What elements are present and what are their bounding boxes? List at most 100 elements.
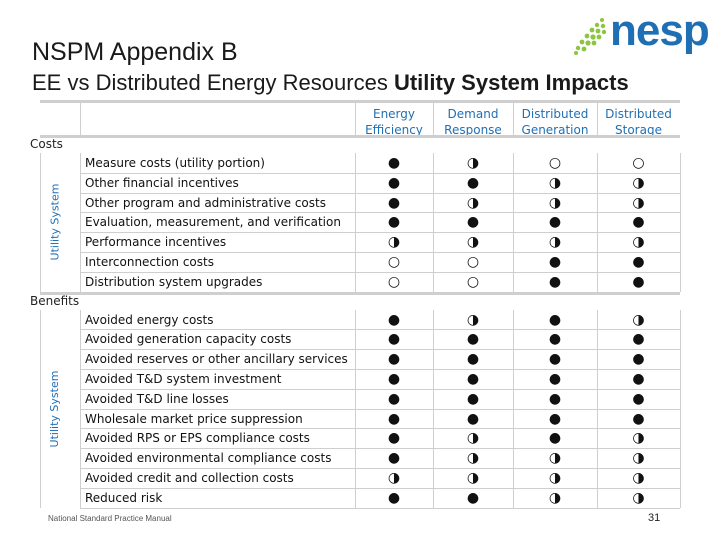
rating-symbol: ● <box>387 489 401 506</box>
rating-symbol: ◑ <box>548 450 562 467</box>
header-line <box>40 100 680 103</box>
rating-symbol: ◑ <box>548 234 562 251</box>
rating-symbol: ● <box>548 371 562 387</box>
rating-symbol: ○ <box>466 254 480 270</box>
rating-symbol: ● <box>466 331 480 348</box>
row-label: Avoided T&D system investment <box>85 372 282 386</box>
row-label: Avoided environmental compliance costs <box>85 451 332 466</box>
row-line <box>80 172 680 174</box>
rating-symbol: ◑ <box>466 430 480 447</box>
rating-symbol: ◑ <box>632 194 645 211</box>
column-line <box>680 309 681 508</box>
column-line <box>513 100 514 135</box>
rating-symbol: ● <box>466 351 480 368</box>
column-header: Energy Efficiency <box>365 107 423 137</box>
column-line <box>433 309 434 508</box>
rating-symbol: ● <box>387 371 401 387</box>
rating-symbol: ● <box>387 155 401 171</box>
rating-symbol: ◑ <box>466 234 480 251</box>
rating-symbol: ● <box>387 351 401 368</box>
rating-symbol: ◑ <box>466 311 480 328</box>
row-line <box>80 468 680 469</box>
row-line <box>80 428 680 430</box>
row-label: Measure costs (utility portion) <box>85 156 265 170</box>
row-line <box>80 487 680 489</box>
row-label: Other financial incentives <box>85 175 239 190</box>
rating-symbol: ● <box>466 390 480 407</box>
column-line <box>80 309 81 508</box>
row-label: Avoided credit and collection costs <box>85 471 294 485</box>
rating-symbol: ● <box>387 194 401 211</box>
rating-symbol: ● <box>387 214 401 231</box>
rating-symbol: ● <box>387 174 401 191</box>
column-line <box>513 153 514 292</box>
column-line <box>80 100 81 135</box>
row-label: Wholesale market price suppression <box>85 411 303 426</box>
rating-symbol: ○ <box>632 155 645 171</box>
logo-text: nesp <box>610 6 710 55</box>
rating-symbol: ● <box>548 254 562 270</box>
rating-symbol: ◑ <box>387 234 401 251</box>
logo-mark <box>574 18 607 55</box>
row-label: Distribution system upgrades <box>85 274 263 289</box>
rating-symbol: ◑ <box>548 174 562 191</box>
rating-symbol: ◑ <box>466 470 480 486</box>
rating-symbol: ● <box>548 410 562 427</box>
column-header: Demand Response <box>444 107 502 137</box>
subtitle-bold: Utility System Impacts <box>393 70 629 95</box>
rating-symbol: ◑ <box>548 470 562 486</box>
column-header: Distributed Generation <box>521 107 589 137</box>
row-line <box>80 448 680 450</box>
row-label: Avoided T&D line losses <box>85 391 229 406</box>
row-line <box>80 271 680 273</box>
row-label: Avoided reserves or other ancillary serv… <box>85 352 348 367</box>
rating-symbol: ◑ <box>466 155 480 171</box>
rating-symbol: ● <box>632 371 645 387</box>
rating-symbol: ● <box>632 351 645 368</box>
column-line <box>40 153 41 292</box>
rating-symbol: ● <box>632 273 645 290</box>
rating-symbol: ◑ <box>466 450 480 467</box>
rating-symbol: ◑ <box>632 174 645 191</box>
rating-symbol: ● <box>632 214 645 231</box>
row-label: Reduced risk <box>85 490 163 505</box>
group-label: Utility System <box>48 370 61 448</box>
column-line <box>433 100 434 135</box>
rating-symbol: ● <box>548 273 562 290</box>
rating-symbol: ◑ <box>632 430 645 447</box>
footer-source: National Standard Practice Manual <box>48 514 172 523</box>
rating-symbol: ● <box>548 214 562 231</box>
rating-symbol: ● <box>387 430 401 447</box>
column-line <box>355 309 356 508</box>
rating-symbol: ● <box>548 311 562 328</box>
column-line <box>355 153 356 292</box>
column-header: Distributed Storage <box>605 107 672 137</box>
column-line <box>513 309 514 508</box>
section-name: Costs <box>30 137 63 151</box>
rating-symbol: ◑ <box>632 234 645 251</box>
rating-symbol: ○ <box>387 273 401 290</box>
column-line <box>355 100 356 135</box>
rating-symbol: ● <box>387 410 401 427</box>
column-line <box>40 309 41 508</box>
rating-symbol: ◑ <box>466 194 480 211</box>
rating-symbol: ● <box>548 331 562 348</box>
section-name: Benefits <box>30 293 80 308</box>
row-label: Avoided RPS or EPS compliance costs <box>85 431 310 446</box>
row-label: Other program and administrative costs <box>85 195 326 210</box>
rating-symbol: ● <box>387 311 401 328</box>
rating-symbol: ● <box>466 371 480 387</box>
rating-symbol: ● <box>632 254 645 270</box>
rating-symbol: ● <box>387 331 401 348</box>
row-line <box>80 388 680 390</box>
row-label: Avoided energy costs <box>85 312 214 327</box>
rating-symbol: ● <box>387 450 401 467</box>
rating-symbol: ◑ <box>632 489 645 506</box>
rating-symbol: ○ <box>548 155 562 171</box>
slide-title: NSPM Appendix B <box>32 38 238 66</box>
row-line <box>80 212 680 214</box>
column-line <box>597 309 598 508</box>
rating-symbol: ● <box>548 430 562 447</box>
column-line <box>597 153 598 292</box>
